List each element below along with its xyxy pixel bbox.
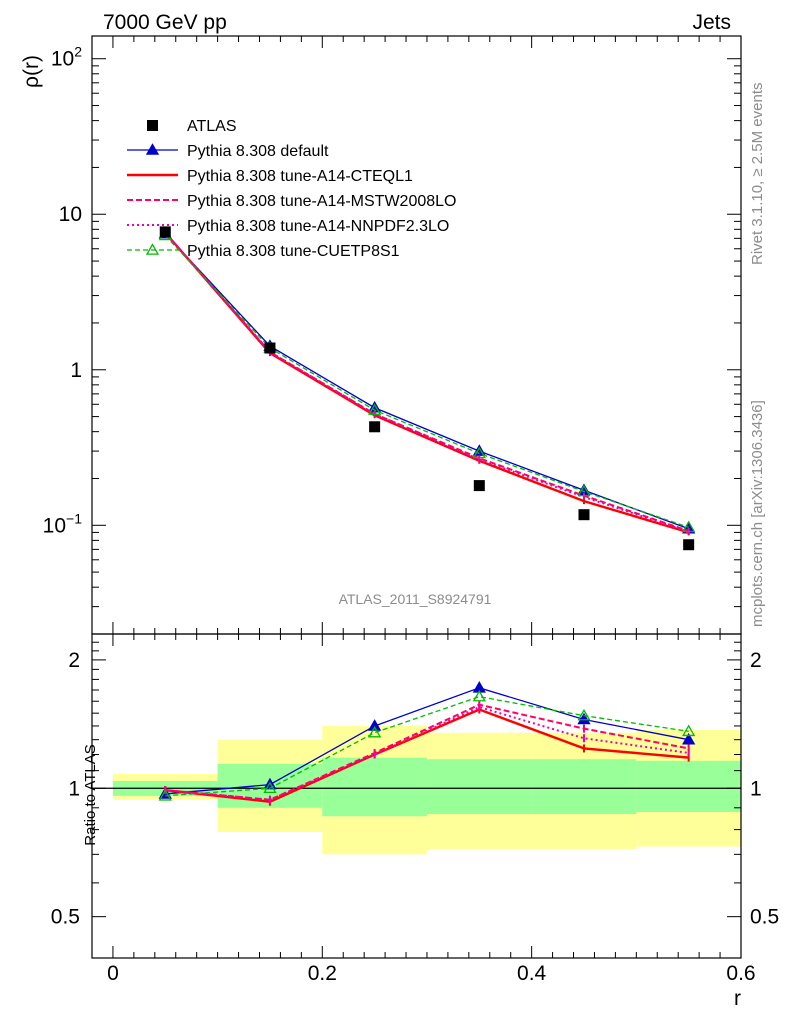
- legend: ATLAS Pythia 8.308 default Pythia 8.308 tu…: [127, 118, 456, 260]
- ratio-y-axis-label: Ratio to ATLAS: [82, 744, 99, 845]
- ratio-line-mstw2008lo: [165, 703, 689, 801]
- ratio-line-default: [165, 687, 689, 795]
- legend-marker-cuetp8s1: [145, 243, 160, 255]
- ratio-y-tick-label: 2: [68, 649, 80, 672]
- data-point-atlas: [159, 226, 171, 238]
- main-y-tick-label: 102: [51, 44, 82, 71]
- jets-label: Jets: [692, 11, 731, 34]
- ratio-y-tick-label: 0.5: [51, 906, 80, 929]
- ratio-y-tick-label: 1: [68, 777, 80, 800]
- data-point-atlas: [578, 509, 590, 521]
- ratio-y-tick-label-right: 0.5: [750, 906, 779, 929]
- ratio-line-cteql1: [165, 708, 689, 803]
- ratio-line-cuetp8s1: [165, 695, 689, 797]
- series-line-cteql1: [164, 231, 690, 534]
- data-point-atlas: [369, 421, 381, 433]
- main-y-tick-label: 1: [70, 359, 82, 382]
- series-line-mstw2008lo: [164, 232, 689, 532]
- x-tick-label: 0.6: [726, 962, 755, 985]
- ratio-marker-cuetp8s1: [472, 689, 486, 702]
- ratio-marker-cuetp8s1: [158, 789, 172, 801]
- rivet-label: Rivet 3.1.10, ≥ 2.5M events: [749, 83, 766, 266]
- series-line-nnpdf: [164, 232, 689, 533]
- legend-label: Pythia 8.308 tune-CUETP8S1: [187, 243, 400, 260]
- x-tick-label: 0: [107, 962, 119, 985]
- legend-label: Pythia 8.308 tune-A14-CTEQL1: [187, 168, 413, 185]
- main-y-tick-label: 10: [59, 203, 82, 226]
- x-axis-label: r: [734, 987, 741, 1010]
- x-tick-label: 0.2: [308, 962, 337, 985]
- ratio-marker-default: [368, 719, 382, 731]
- legend-label: ATLAS: [187, 118, 237, 135]
- legend-label: Pythia 8.308 tune-A14-NNPDF2.3LO: [187, 218, 449, 235]
- legend-label: Pythia 8.308 default: [187, 143, 329, 160]
- main-y-axis-label: ρ(r): [20, 55, 43, 88]
- main-y-tick-label: 10−1: [43, 510, 83, 537]
- ratio-frame: [91, 633, 742, 959]
- ratio-y-tick-label-right: 1: [750, 777, 762, 800]
- collision-label: 7000 GeV pp: [103, 11, 227, 34]
- ratio-panel: 2 2 1 1 0.5 0.5 0 0.2 0.4 0.6: [51, 633, 779, 985]
- series-marker-cuetp8s1: [577, 484, 591, 497]
- series-marker-cuetp8s1: [682, 520, 696, 533]
- ratio-line-nnpdf: [165, 706, 689, 801]
- series-marker-cuetp8s1: [472, 446, 486, 459]
- uncertainty-band-inner: [322, 757, 427, 817]
- ratio-marker-cuetp8s1: [368, 725, 382, 738]
- data-point-atlas: [683, 539, 695, 551]
- analysis-watermark: ATLAS_2011_S8924791: [339, 591, 492, 607]
- uncertainty-band-inner: [636, 760, 741, 812]
- data-point-atlas: [473, 480, 485, 492]
- series-line-cuetp8s1: [164, 235, 689, 528]
- main-panel: 102 10 1 10−1: [43, 35, 742, 635]
- ratio-y-tick-label-right: 2: [750, 649, 762, 672]
- ratio-marker-cuetp8s1: [263, 781, 277, 794]
- uncertainty-band-inner: [426, 759, 532, 815]
- ratio-marker-default: [577, 712, 591, 725]
- ratio-marker-default: [682, 732, 696, 745]
- legend-marker-atlas: [147, 120, 158, 131]
- uncertainty-band-inner: [531, 759, 637, 815]
- legend-label: Pythia 8.308 tune-A14-MSTW2008LO: [187, 193, 456, 210]
- series-marker-cuetp8s1: [368, 403, 382, 415]
- mcplots-label: mcplots.cern.ch [arXiv:1306.3436]: [749, 400, 766, 627]
- data-point-atlas: [264, 342, 276, 354]
- x-tick-label: 0.4: [517, 962, 547, 985]
- series-line-default: [164, 233, 689, 530]
- ratio-marker-cuetp8s1: [577, 708, 591, 721]
- legend-marker-default: [145, 143, 160, 155]
- ratio-marker-cuetp8s1: [682, 724, 696, 737]
